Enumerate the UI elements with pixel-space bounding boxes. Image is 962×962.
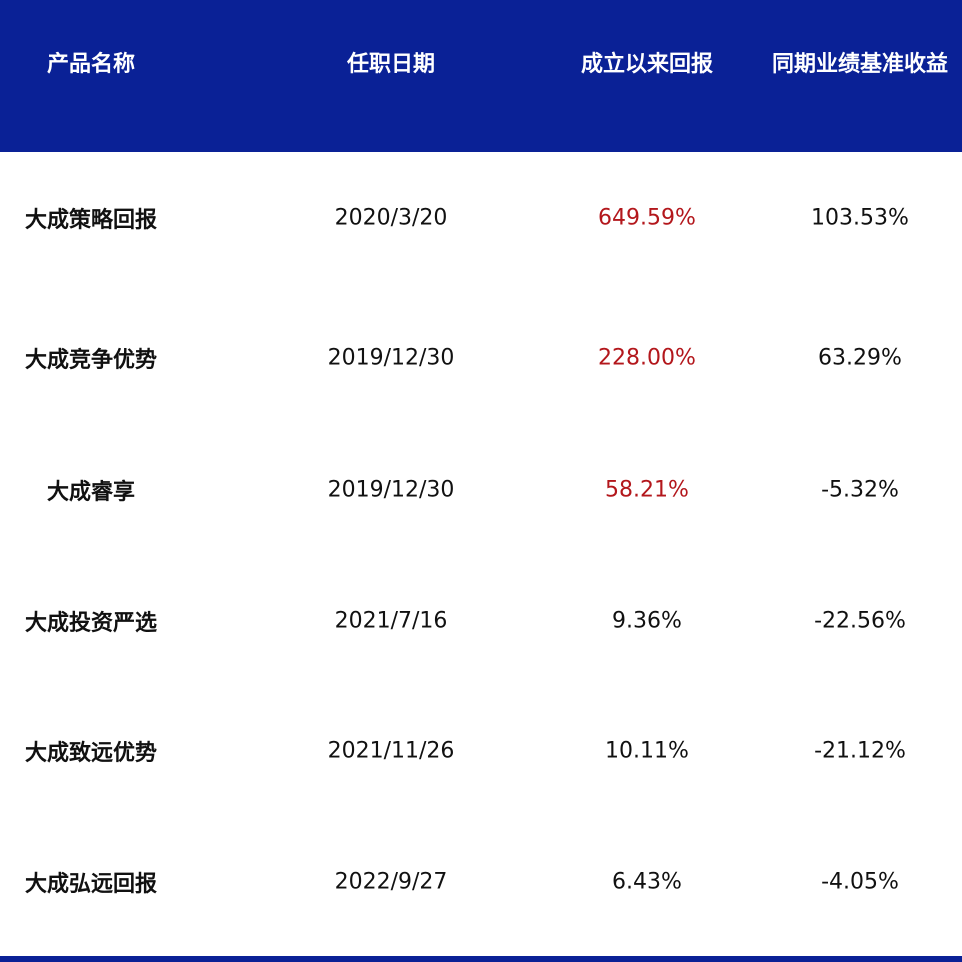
table-cell: 103.53%: [811, 205, 909, 231]
table-cell: -22.56%: [814, 608, 906, 634]
table-cell: 2021/7/16: [334, 608, 448, 634]
header-cell: 成立以来回报: [580, 52, 714, 77]
product-name: 大成睿享: [46, 480, 136, 505]
table-cell: 2021/11/26: [327, 738, 455, 764]
table-cell: 649.59%: [598, 205, 696, 231]
bottom-rule: [0, 956, 962, 962]
table-cell: 63.29%: [818, 345, 902, 371]
table-cell: -21.12%: [814, 738, 906, 764]
header-cell: 产品名称: [46, 52, 136, 77]
table-cell: -5.32%: [821, 477, 899, 503]
table-cell: 2020/3/20: [334, 205, 448, 231]
product-name: 大成竞争优势: [24, 348, 158, 373]
product-name: 大成策略回报: [24, 208, 158, 233]
table-cell: 10.11%: [605, 738, 689, 764]
table-cell: -4.05%: [821, 869, 899, 895]
header-cell: 同期业绩基准收益: [771, 52, 949, 77]
table-cell: 2022/9/27: [334, 869, 448, 895]
product-name: 大成投资严选: [24, 611, 158, 636]
table-cell: 2019/12/30: [327, 345, 455, 371]
table-header: [0, 0, 962, 152]
table-cell: 2019/12/30: [327, 477, 455, 503]
table-cell: 6.43%: [612, 869, 682, 895]
product-name: 大成致远优势: [24, 741, 158, 766]
header-cell: 任职日期: [346, 52, 436, 77]
table-cell: 9.36%: [612, 608, 682, 634]
table-cell: 228.00%: [598, 345, 696, 371]
product-name: 大成弘远回报: [24, 872, 158, 897]
table-cell: 58.21%: [605, 477, 689, 503]
